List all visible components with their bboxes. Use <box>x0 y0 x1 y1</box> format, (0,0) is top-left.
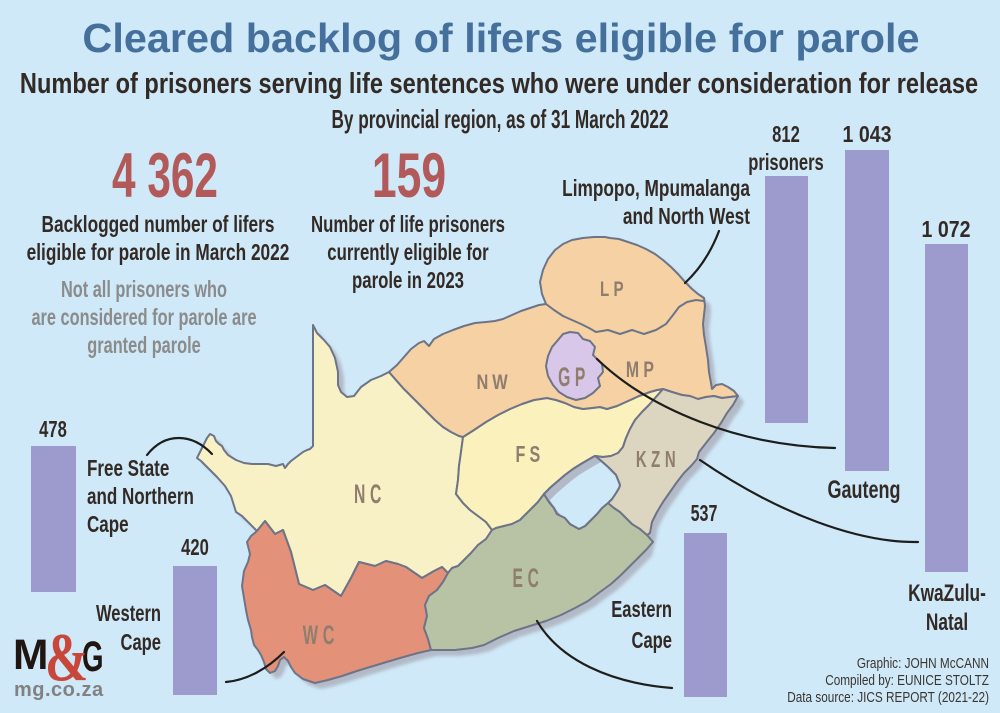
svg-text:GP: GP <box>558 362 590 393</box>
svg-text:WC: WC <box>303 620 340 650</box>
svg-text:MP: MP <box>626 359 658 383</box>
svg-text:EC: EC <box>513 563 544 594</box>
svg-text:FS: FS <box>516 442 545 467</box>
svg-text:NC: NC <box>354 479 386 510</box>
svg-text:LP: LP <box>600 276 628 300</box>
svg-text:KZN: KZN <box>636 447 680 473</box>
svg-text:NW: NW <box>476 370 511 393</box>
